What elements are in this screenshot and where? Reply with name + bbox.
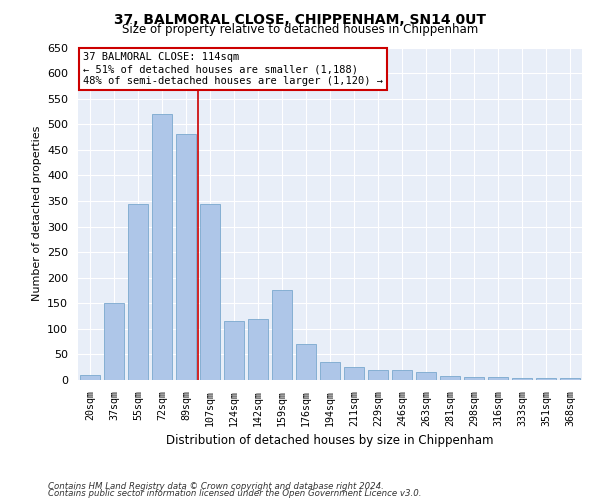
- Bar: [416, 372, 436, 380]
- Bar: [440, 376, 460, 380]
- Text: 37, BALMORAL CLOSE, CHIPPENHAM, SN14 0UT: 37, BALMORAL CLOSE, CHIPPENHAM, SN14 0UT: [114, 12, 486, 26]
- Bar: [344, 367, 364, 380]
- Bar: [320, 362, 340, 380]
- Bar: [80, 375, 100, 380]
- Bar: [176, 134, 196, 380]
- Bar: [488, 378, 508, 380]
- Bar: [560, 378, 580, 380]
- Bar: [296, 344, 316, 380]
- Y-axis label: Number of detached properties: Number of detached properties: [32, 126, 41, 302]
- Text: Size of property relative to detached houses in Chippenham: Size of property relative to detached ho…: [122, 22, 478, 36]
- Text: Contains HM Land Registry data © Crown copyright and database right 2024.: Contains HM Land Registry data © Crown c…: [48, 482, 384, 491]
- Bar: [368, 370, 388, 380]
- Bar: [464, 378, 484, 380]
- Bar: [536, 378, 556, 380]
- Bar: [512, 378, 532, 380]
- Bar: [272, 290, 292, 380]
- Bar: [392, 370, 412, 380]
- Bar: [248, 318, 268, 380]
- Text: 37 BALMORAL CLOSE: 114sqm
← 51% of detached houses are smaller (1,188)
48% of se: 37 BALMORAL CLOSE: 114sqm ← 51% of detac…: [83, 52, 383, 86]
- Bar: [152, 114, 172, 380]
- X-axis label: Distribution of detached houses by size in Chippenham: Distribution of detached houses by size …: [166, 434, 494, 447]
- Text: Contains public sector information licensed under the Open Government Licence v3: Contains public sector information licen…: [48, 490, 421, 498]
- Bar: [224, 321, 244, 380]
- Bar: [104, 304, 124, 380]
- Bar: [200, 204, 220, 380]
- Bar: [128, 204, 148, 380]
